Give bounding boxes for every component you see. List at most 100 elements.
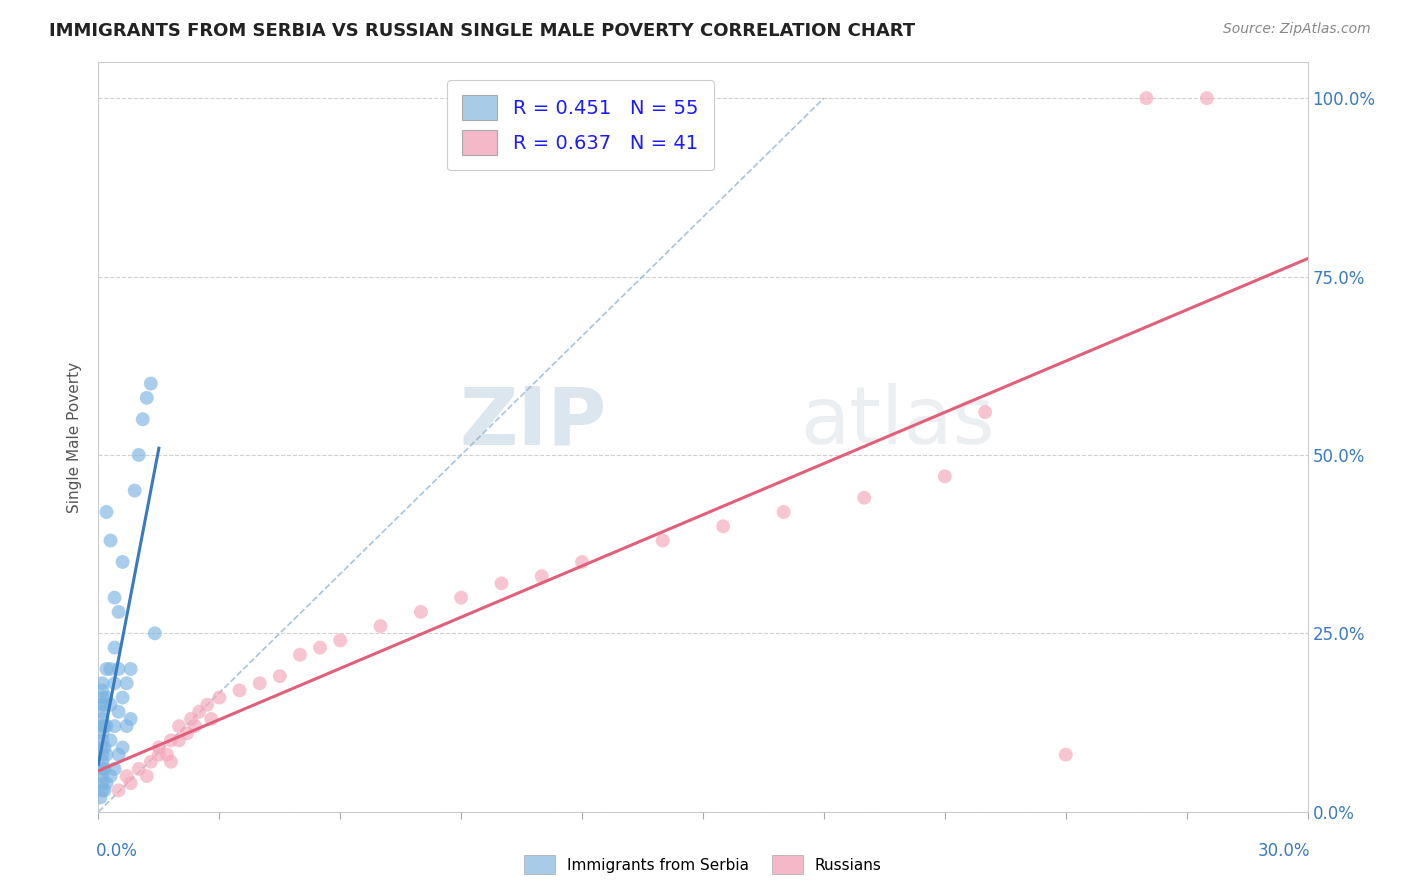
Point xyxy=(91,683,114,698)
Point xyxy=(167,719,190,733)
Point xyxy=(228,683,250,698)
Y-axis label: Single Male Poverty: Single Male Poverty xyxy=(67,361,83,513)
Point xyxy=(100,733,122,747)
Point xyxy=(269,669,291,683)
Point xyxy=(103,591,125,605)
Point xyxy=(96,747,118,762)
Text: 0.0%: 0.0% xyxy=(96,842,138,860)
Point xyxy=(91,712,114,726)
Point xyxy=(93,698,115,712)
Point xyxy=(370,619,392,633)
Point xyxy=(124,483,146,498)
Point xyxy=(96,662,118,676)
Point xyxy=(180,712,202,726)
Point xyxy=(132,412,155,426)
Point xyxy=(91,762,114,776)
Point xyxy=(107,605,129,619)
Point xyxy=(107,747,129,762)
Point xyxy=(91,776,114,790)
Point xyxy=(91,719,114,733)
Point xyxy=(120,662,142,676)
Text: Source: ZipAtlas.com: Source: ZipAtlas.com xyxy=(1223,22,1371,37)
Point xyxy=(91,733,114,747)
Point xyxy=(176,726,198,740)
Point xyxy=(91,698,114,712)
Point xyxy=(91,726,114,740)
Point xyxy=(93,762,115,776)
Point xyxy=(103,762,125,776)
Point xyxy=(93,719,115,733)
Point xyxy=(91,747,114,762)
Text: atlas: atlas xyxy=(800,383,994,461)
Point xyxy=(91,783,114,797)
Point xyxy=(91,690,114,705)
Point xyxy=(1135,91,1157,105)
Point xyxy=(91,676,114,690)
Point xyxy=(160,755,183,769)
Text: ZIP: ZIP xyxy=(458,383,606,461)
Point xyxy=(571,555,593,569)
Point xyxy=(93,740,115,755)
Point xyxy=(115,676,138,690)
Point xyxy=(91,740,114,755)
Point xyxy=(772,505,794,519)
Point xyxy=(1054,747,1077,762)
Point xyxy=(409,605,432,619)
Legend: R = 0.451   N = 55, R = 0.637   N = 41: R = 0.451 N = 55, R = 0.637 N = 41 xyxy=(447,79,714,170)
Point xyxy=(111,690,134,705)
Point xyxy=(103,676,125,690)
Point xyxy=(135,769,157,783)
Point xyxy=(96,690,118,705)
Point xyxy=(139,755,162,769)
Point xyxy=(100,662,122,676)
Legend: Immigrants from Serbia, Russians: Immigrants from Serbia, Russians xyxy=(519,849,887,880)
Point xyxy=(120,776,142,790)
Point xyxy=(934,469,956,483)
Point xyxy=(167,733,190,747)
Point xyxy=(853,491,876,505)
Point xyxy=(139,376,162,391)
Point xyxy=(184,719,207,733)
Point xyxy=(309,640,332,655)
Point xyxy=(651,533,673,548)
Point xyxy=(249,676,271,690)
Point xyxy=(128,448,150,462)
Point xyxy=(120,712,142,726)
Point xyxy=(91,769,114,783)
Point xyxy=(89,790,111,805)
Point xyxy=(711,519,734,533)
Point xyxy=(96,776,118,790)
Point xyxy=(96,719,118,733)
Point xyxy=(107,662,129,676)
Point xyxy=(974,405,997,419)
Point xyxy=(111,555,134,569)
Point xyxy=(100,698,122,712)
Text: IMMIGRANTS FROM SERBIA VS RUSSIAN SINGLE MALE POVERTY CORRELATION CHART: IMMIGRANTS FROM SERBIA VS RUSSIAN SINGLE… xyxy=(49,22,915,40)
Point xyxy=(530,569,553,583)
Point xyxy=(91,755,114,769)
Point xyxy=(148,747,170,762)
Point xyxy=(135,391,157,405)
Point xyxy=(1195,91,1218,105)
Point xyxy=(450,591,472,605)
Point xyxy=(195,698,218,712)
Point xyxy=(156,747,179,762)
Point xyxy=(107,705,129,719)
Point xyxy=(208,690,231,705)
Point xyxy=(188,705,211,719)
Point xyxy=(107,783,129,797)
Point xyxy=(143,626,166,640)
Point xyxy=(200,712,222,726)
Point xyxy=(115,769,138,783)
Point xyxy=(160,733,183,747)
Point xyxy=(96,505,118,519)
Point xyxy=(115,719,138,733)
Point xyxy=(103,640,125,655)
Point xyxy=(93,783,115,797)
Point xyxy=(91,705,114,719)
Point xyxy=(103,719,125,733)
Point xyxy=(128,762,150,776)
Point xyxy=(100,769,122,783)
Point xyxy=(111,740,134,755)
Point xyxy=(329,633,352,648)
